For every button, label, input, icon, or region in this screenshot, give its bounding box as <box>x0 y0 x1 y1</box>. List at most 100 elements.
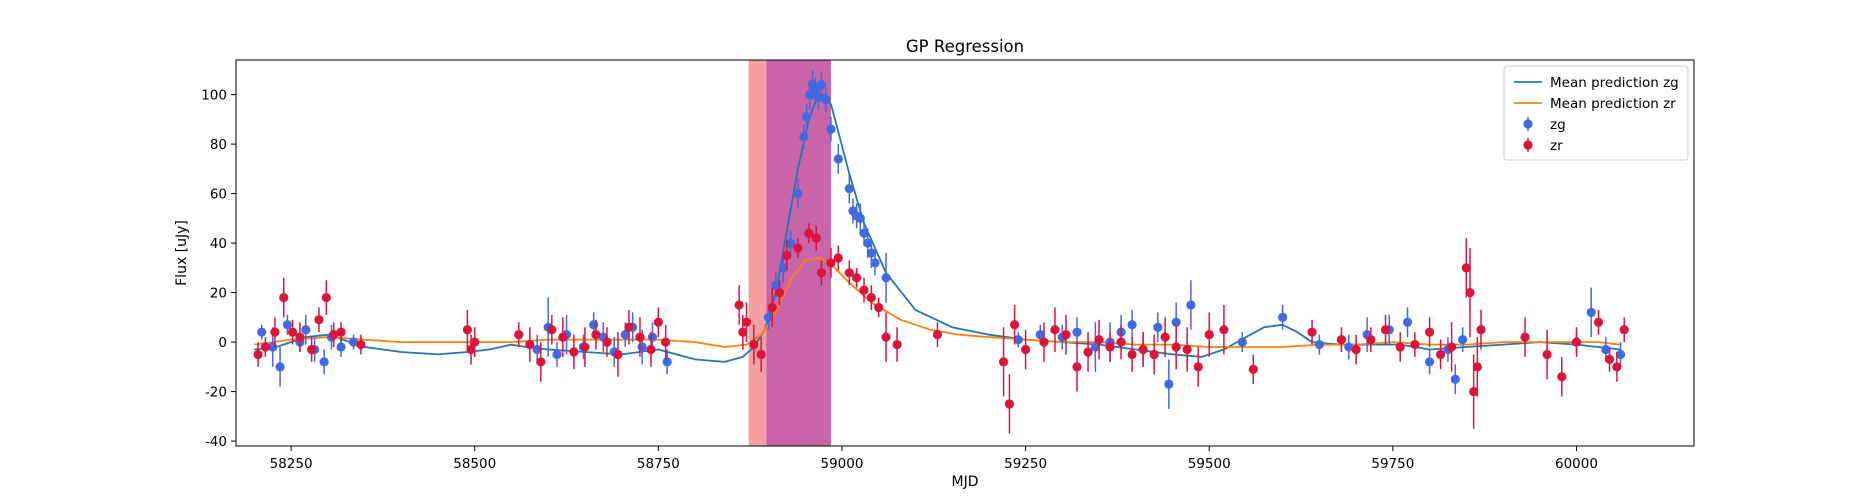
data-point <box>1542 349 1552 360</box>
data-point <box>778 263 788 273</box>
data-point <box>1219 325 1229 335</box>
data-points <box>253 69 1629 434</box>
data-point <box>826 258 836 268</box>
y-tick-label: 0 <box>218 335 227 351</box>
data-point <box>1127 349 1137 360</box>
data-point <box>855 213 865 223</box>
data-point <box>881 273 891 283</box>
data-point <box>470 337 480 347</box>
data-point <box>295 332 305 342</box>
y-tick-label: -20 <box>205 385 227 401</box>
data-point <box>536 357 546 367</box>
data-point <box>336 342 346 352</box>
data-point <box>1314 339 1325 350</box>
data-point <box>859 228 869 238</box>
data-point <box>348 337 359 347</box>
data-point <box>1593 317 1604 327</box>
data-point <box>1050 325 1060 335</box>
legend: Mean prediction zg Mean prediction zr zg zr <box>1503 65 1689 161</box>
data-point <box>662 357 672 367</box>
data-point <box>1171 317 1181 327</box>
data-point <box>833 154 843 164</box>
data-point <box>1278 312 1288 322</box>
shaded-region <box>748 60 767 446</box>
data-point <box>547 325 557 335</box>
y-axis-label: Flux [uJy] <box>174 220 190 286</box>
data-point <box>1004 399 1015 409</box>
data-point <box>336 327 346 337</box>
data-point <box>774 287 785 298</box>
data-point <box>1435 349 1446 360</box>
data-point <box>804 228 814 238</box>
data-point <box>1127 320 1137 330</box>
data-point <box>613 349 623 360</box>
data-point <box>558 332 568 342</box>
y-tick-label: -40 <box>205 434 227 450</box>
y-tick-label: 100 <box>201 88 227 104</box>
data-point <box>1204 330 1214 340</box>
data-point <box>1612 362 1622 372</box>
y-tick-label: 80 <box>210 137 227 153</box>
data-point <box>1351 344 1361 355</box>
data-point <box>821 94 831 105</box>
data-point <box>799 132 809 142</box>
data-point <box>1461 263 1471 273</box>
data-point <box>1395 342 1405 352</box>
data-point <box>514 330 524 340</box>
data-point <box>1615 349 1626 360</box>
data-point <box>870 258 880 268</box>
legend-label: zg <box>1550 117 1566 133</box>
data-point <box>1604 354 1615 364</box>
data-point <box>1450 374 1460 384</box>
data-point <box>314 315 324 325</box>
data-point <box>653 317 663 327</box>
data-point <box>661 337 671 347</box>
legend-marker-swatch <box>1523 119 1533 129</box>
data-point <box>1571 337 1582 347</box>
data-point <box>1476 325 1486 335</box>
data-point <box>932 330 943 340</box>
data-point <box>279 292 289 303</box>
data-point <box>1336 335 1347 345</box>
data-point <box>874 302 884 313</box>
data-point <box>833 253 843 263</box>
data-point <box>270 327 280 337</box>
data-point <box>1447 342 1457 352</box>
x-tick-label: 59500 <box>1188 456 1231 472</box>
data-point <box>466 344 476 355</box>
x-tick-label: 58500 <box>453 456 496 472</box>
data-point <box>1083 347 1093 357</box>
data-point <box>1601 344 1611 355</box>
data-point <box>1410 339 1420 350</box>
data-point <box>1090 342 1100 352</box>
data-point <box>525 339 535 350</box>
data-point <box>771 280 781 290</box>
x-tick-label: 58250 <box>270 456 313 472</box>
data-point <box>532 344 542 355</box>
data-point <box>756 349 766 360</box>
x-axis-label: MJD <box>952 474 979 490</box>
data-point <box>580 342 590 352</box>
data-point <box>1164 379 1174 389</box>
data-point <box>356 339 366 350</box>
x-tick-label: 59000 <box>820 456 863 472</box>
data-point <box>646 344 656 355</box>
data-point <box>1094 335 1104 345</box>
data-point <box>552 349 562 360</box>
data-point <box>462 325 472 335</box>
y-axis: -40 -20 0 20 40 60 80 100 <box>201 88 236 450</box>
data-point <box>1307 327 1317 337</box>
data-point <box>1171 342 1181 352</box>
x-tick-label: 59750 <box>1371 456 1414 472</box>
data-point <box>1472 362 1482 372</box>
data-point <box>811 233 821 243</box>
data-point <box>1186 300 1196 310</box>
data-point <box>624 322 634 332</box>
data-point <box>287 327 298 337</box>
data-point <box>1520 332 1530 342</box>
legend-marker-swatch <box>1523 140 1533 150</box>
data-point <box>1149 349 1159 360</box>
data-point <box>1366 335 1376 345</box>
data-point <box>844 268 854 278</box>
data-point <box>591 330 601 340</box>
